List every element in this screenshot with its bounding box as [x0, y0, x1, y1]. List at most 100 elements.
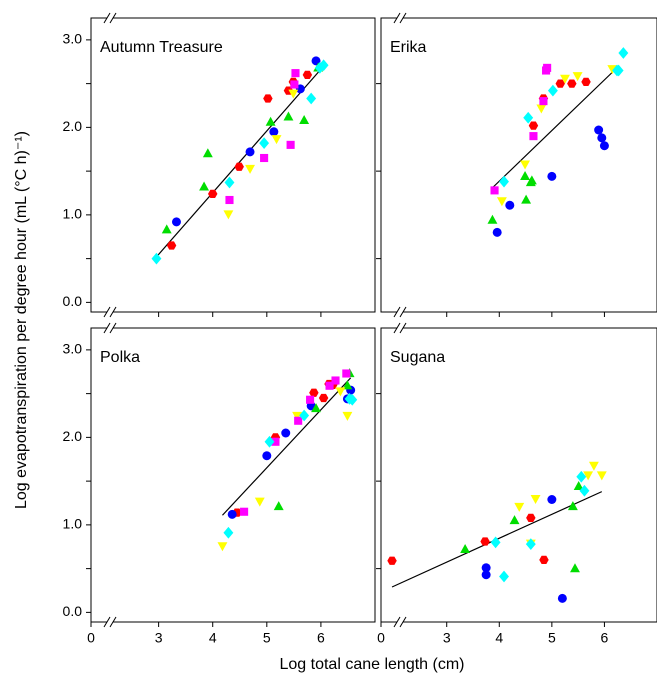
data-point: [161, 224, 172, 234]
data-point: [314, 62, 325, 74]
data-point: [245, 164, 255, 174]
data-point: [294, 416, 303, 425]
data-point: [460, 543, 471, 553]
x-tick-label: 4: [209, 630, 217, 646]
data-point: [342, 380, 353, 390]
data-point: [171, 217, 181, 227]
data-point: [281, 428, 291, 438]
axis-break: [399, 616, 407, 628]
y-tick-label: 1.0: [63, 516, 83, 532]
data-point: [240, 507, 249, 516]
data-point: [225, 195, 234, 205]
data-point: [290, 80, 299, 89]
data-point: [520, 160, 530, 170]
panel-title: Erika: [390, 39, 427, 56]
data-point: [223, 526, 234, 539]
axis-break-gap: [107, 325, 113, 331]
data-point: [579, 484, 590, 497]
data-point: [342, 369, 351, 378]
data-point: [576, 470, 587, 483]
data-point: [597, 133, 607, 143]
data-point: [588, 461, 599, 471]
axis-break: [103, 306, 111, 318]
x-tick-label: 6: [601, 630, 609, 646]
data-point: [224, 176, 235, 189]
data-point: [530, 495, 541, 505]
data-point: [520, 170, 530, 180]
data-point: [572, 72, 583, 82]
data-point: [273, 501, 284, 511]
axis-break: [399, 12, 407, 24]
y-tick-label: 3.0: [63, 341, 83, 357]
plot-frame: [380, 327, 657, 623]
data-point: [487, 214, 498, 224]
y-tick-label: 0.0: [63, 293, 83, 309]
data-point: [526, 513, 536, 522]
data-point: [234, 162, 244, 171]
data-point: [387, 556, 397, 565]
data-point: [347, 393, 358, 406]
data-point: [618, 47, 629, 59]
data-point: [560, 74, 570, 84]
data-point: [311, 403, 321, 413]
data-point: [505, 200, 515, 210]
data-point: [509, 515, 520, 525]
data-point: [259, 137, 270, 149]
fit-line: [222, 377, 352, 516]
data-point: [539, 97, 548, 106]
axis-break: [103, 322, 111, 334]
data-point: [529, 132, 538, 141]
data-point: [283, 111, 294, 121]
axis-break-gap: [397, 619, 403, 625]
axis-break: [109, 322, 117, 334]
data-point: [288, 89, 299, 99]
fit-line: [492, 68, 617, 189]
data-point: [217, 542, 228, 552]
data-point: [481, 563, 491, 573]
y-axis-label: Log evapotranspiration per degree hour (…: [13, 131, 30, 509]
axis-break: [109, 616, 117, 628]
data-point: [286, 140, 295, 149]
data-point: [325, 381, 334, 390]
data-point: [525, 538, 536, 550]
data-point: [271, 437, 280, 446]
panel-title: Autumn Treasure: [100, 39, 223, 56]
data-point: [547, 84, 558, 97]
data-point: [309, 388, 319, 397]
plot-frame: [90, 17, 376, 313]
data-point: [342, 411, 353, 421]
data-point: [557, 593, 567, 603]
data-point: [299, 114, 310, 124]
x-tick-label: 3: [443, 630, 451, 646]
data-point: [227, 509, 237, 519]
data-point: [490, 536, 501, 549]
axis-break-gap: [397, 325, 403, 331]
data-point: [291, 69, 300, 78]
axis-break-gap: [107, 309, 113, 315]
y-tick-label: 0.0: [63, 603, 83, 619]
x-tick-label: 5: [548, 630, 556, 646]
data-point: [299, 409, 310, 422]
data-point: [264, 435, 275, 448]
panel-title: Polka: [100, 349, 140, 366]
fit-line: [156, 65, 325, 258]
x-tick-label: 4: [495, 630, 503, 646]
axis-break: [103, 616, 111, 628]
data-point: [318, 393, 329, 403]
x-tick-label: 6: [317, 630, 325, 646]
data-point: [583, 471, 594, 481]
axis-break: [393, 616, 401, 628]
y-tick-label: 2.0: [63, 118, 83, 134]
data-point: [613, 64, 624, 77]
data-point: [199, 181, 210, 191]
data-point: [528, 121, 539, 130]
data-point: [254, 497, 265, 507]
data-point: [480, 537, 490, 546]
data-point: [492, 227, 502, 237]
data-point: [596, 471, 607, 481]
axis-break: [399, 322, 407, 334]
axis-break-gap: [107, 15, 113, 21]
data-point: [245, 147, 255, 157]
data-point: [570, 563, 580, 573]
